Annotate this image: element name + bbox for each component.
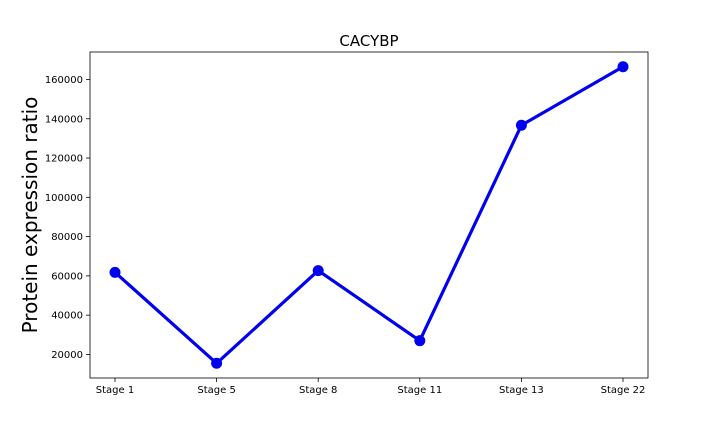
data-point <box>211 357 223 369</box>
data-point <box>617 61 629 73</box>
x-tick-label: Stage 22 <box>601 385 646 396</box>
data-point <box>312 265 324 277</box>
chart-title: CACYBP <box>339 32 398 50</box>
data-point <box>515 119 527 131</box>
y-tick-label: 120000 <box>45 154 83 165</box>
y-axis-label: Protein expression ratio <box>18 97 42 334</box>
x-tick-label: Stage 5 <box>197 385 235 396</box>
y-tick-label: 60000 <box>51 271 83 282</box>
y-tick-label: 140000 <box>45 114 83 125</box>
y-tick-label: 40000 <box>51 311 83 322</box>
y-tick-label: 100000 <box>45 193 83 204</box>
x-tick-label: Stage 11 <box>397 385 442 396</box>
y-tick-label: 20000 <box>51 350 83 361</box>
plot-area: 20000 40000 60000 80000 100000 120000 140000 16… <box>45 51 649 396</box>
data-point <box>109 266 121 278</box>
x-tick-label: Stage 8 <box>299 385 337 396</box>
y-tick-label: 80000 <box>51 232 83 243</box>
series-line <box>113 65 625 365</box>
plot-frame <box>89 51 649 379</box>
x-tick-label: Stage 13 <box>499 385 544 396</box>
x-tick-label: Stage 1 <box>96 385 134 396</box>
y-tick-label: 160000 <box>45 75 83 86</box>
data-point <box>414 335 426 347</box>
